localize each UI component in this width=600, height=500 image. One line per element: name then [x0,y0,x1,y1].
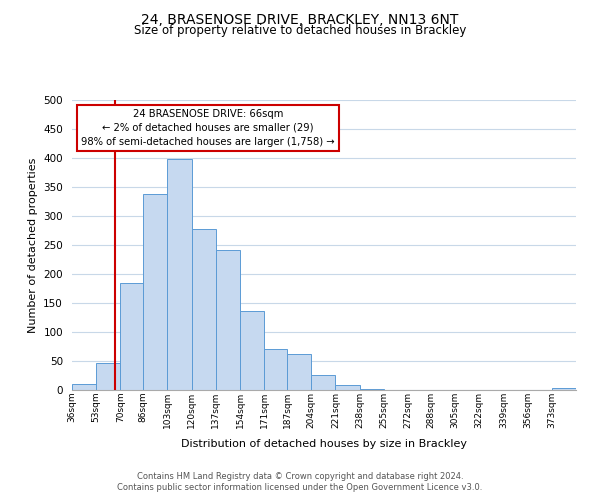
Bar [72,384,96,390]
Bar [287,354,311,390]
Bar [359,389,384,390]
Text: 24, BRASENOSE DRIVE, BRACKLEY, NN13 6NT: 24, BRASENOSE DRIVE, BRACKLEY, NN13 6NT [142,12,458,26]
Text: Contains HM Land Registry data © Crown copyright and database right 2024.: Contains HM Land Registry data © Crown c… [137,472,463,481]
Y-axis label: Number of detached properties: Number of detached properties [28,158,38,332]
Bar [216,250,240,390]
Text: Contains public sector information licensed under the Open Government Licence v3: Contains public sector information licen… [118,484,482,492]
Bar [311,375,335,390]
Bar [552,388,576,390]
Bar [335,386,359,390]
Bar [121,282,143,390]
Bar [167,159,191,390]
Text: 24 BRASENOSE DRIVE: 66sqm
← 2% of detached houses are smaller (29)
98% of semi-d: 24 BRASENOSE DRIVE: 66sqm ← 2% of detach… [81,108,335,146]
X-axis label: Distribution of detached houses by size in Brackley: Distribution of detached houses by size … [181,439,467,449]
Bar [240,310,264,390]
Bar [191,229,216,390]
Text: Size of property relative to detached houses in Brackley: Size of property relative to detached ho… [134,24,466,37]
Bar [264,350,287,390]
Bar [96,362,121,390]
Bar [143,194,167,390]
